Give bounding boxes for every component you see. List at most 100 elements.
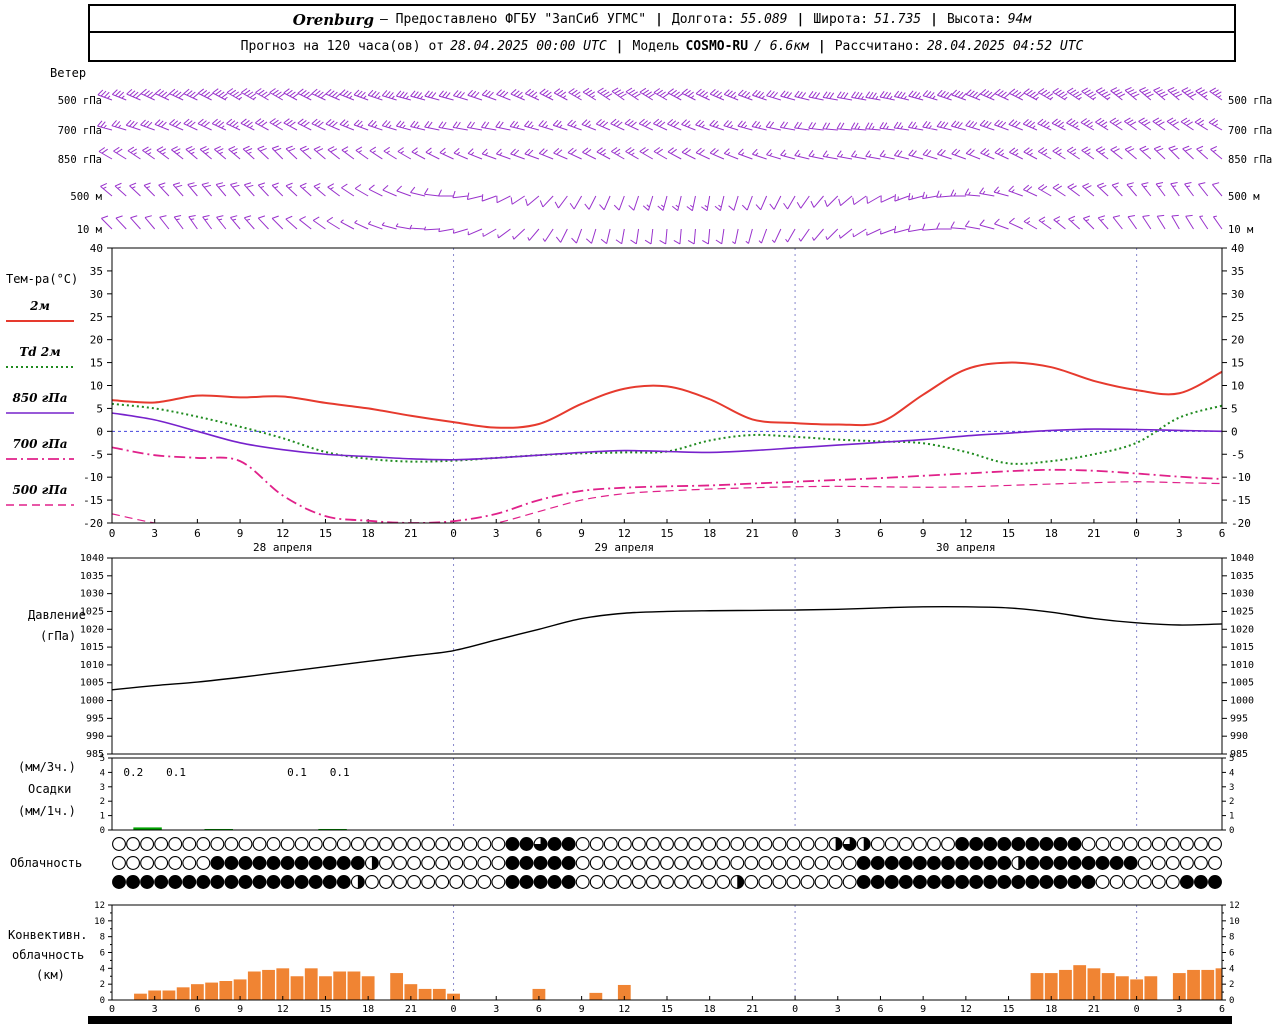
svg-text:20: 20 [90,334,103,347]
wind-level-row-10 м: 10 м 10 м [77,214,1254,245]
svg-text:2: 2 [100,980,105,990]
altitude-label: Высота: [946,12,1002,27]
svg-text:15: 15 [1003,1004,1015,1015]
svg-text:1000: 1000 [1230,696,1254,707]
svg-text:700 гПа: 700 гПа [1228,125,1272,137]
convective-bar [432,988,446,1000]
model-resolution: / 6.6км [754,39,809,54]
svg-text:500 гПа: 500 гПа [1228,95,1272,107]
svg-text:0: 0 [450,527,457,540]
svg-text:25: 25 [90,311,103,324]
svg-text:-15: -15 [1231,494,1251,507]
convective-bar [347,971,361,1000]
calc-label: Рассчитано: [834,39,921,54]
svg-text:-5: -5 [90,448,103,461]
temp-series-850 гПа [112,412,1222,461]
altitude-value: 94м [1007,12,1032,27]
svg-text:20: 20 [1231,334,1244,347]
precip-amount-label: 0.1 [166,766,186,779]
precip-amount-label: 0.1 [287,766,307,779]
conv-panel-title-1: Конвективн. [8,928,88,942]
svg-text:3: 3 [1229,783,1234,793]
svg-text:10: 10 [1229,917,1240,927]
svg-text:985: 985 [86,749,104,760]
convective-bar [276,968,290,1000]
svg-text:0: 0 [1134,1004,1140,1015]
svg-text:500 м: 500 м [1228,191,1260,203]
svg-text:1035: 1035 [80,571,104,582]
svg-text:850 гПа: 850 гПа [58,154,102,166]
svg-text:2м: 2м [29,299,50,313]
convective-bar [219,981,233,1000]
svg-text:2: 2 [100,797,105,807]
svg-text:700 гПа: 700 гПа [58,125,102,137]
convective-bar [1215,968,1222,1000]
convective-bar [162,990,176,1000]
wind-level-row-700 гПа: 700 гПа 700 гПа [58,117,1272,137]
svg-text:2: 2 [1229,797,1234,807]
svg-text:1: 1 [100,812,105,822]
svg-text:1015: 1015 [1230,642,1254,653]
convective-bar [532,988,546,1000]
svg-text:12: 12 [959,527,972,540]
svg-text:8: 8 [100,933,105,943]
run-time: 28.04.2025 00:00 UTC [450,39,607,54]
temp-series-500 гПа [112,481,1222,523]
svg-text:1005: 1005 [80,678,104,689]
temp-panel-title: Тем-ра(°C) [6,272,79,286]
svg-text:6: 6 [100,949,105,959]
convective-bar [304,968,318,1000]
svg-text:12: 12 [1229,901,1240,911]
svg-text:30: 30 [90,288,103,301]
svg-text:29 апреля: 29 апреля [595,541,655,554]
convective-bar [361,976,375,1000]
svg-text:25: 25 [1231,311,1244,324]
svg-text:1035: 1035 [1230,571,1254,582]
svg-text:850 гПа: 850 гПа [1228,154,1272,166]
svg-text:12: 12 [276,527,289,540]
svg-text:9: 9 [237,527,244,540]
svg-text:0: 0 [1229,826,1234,836]
svg-text:-10: -10 [83,471,103,484]
svg-text:6: 6 [1229,949,1234,959]
convective-bar [1187,969,1200,1000]
svg-text:9: 9 [578,527,585,540]
conv-panel-units: (км) [36,968,65,982]
svg-text:5: 5 [1231,402,1238,415]
svg-text:1030: 1030 [1230,589,1254,600]
precip-units-1h: (мм/1ч.) [18,804,76,818]
svg-text:0: 0 [109,527,116,540]
convective-bar [262,969,275,1000]
svg-text:0: 0 [792,527,799,540]
precip-bar [318,828,347,830]
svg-text:1000: 1000 [80,696,104,707]
svg-text:6: 6 [1219,1004,1225,1015]
longitude-value: 55.089 [740,12,788,27]
pressure-panel-units: (гПа) [40,629,77,643]
svg-text:700 гПа: 700 гПа [12,437,67,451]
svg-text:15: 15 [1002,527,1015,540]
header-row-2: Прогноз на 120 часа(ов) от 28.04.2025 00… [88,31,1236,62]
svg-text:9: 9 [579,1004,585,1015]
svg-text:6: 6 [536,1004,542,1015]
svg-text:6: 6 [1219,527,1226,540]
svg-text:18: 18 [1045,527,1058,540]
pressure-line [111,605,1223,691]
lat-label: Широта: [813,12,869,27]
svg-text:10: 10 [94,917,105,927]
svg-text:1040: 1040 [1230,553,1254,564]
svg-text:21: 21 [746,527,759,540]
svg-text:18: 18 [1045,1004,1057,1015]
convective-bar [1073,965,1087,1000]
svg-text:0: 0 [1133,527,1140,540]
calc-time: 28.04.2025 04:52 UTC [926,39,1084,54]
svg-text:0: 0 [100,996,105,1006]
svg-text:-15: -15 [83,494,103,507]
svg-text:0: 0 [451,1004,457,1015]
separator: | [796,12,805,27]
footer-bar [88,1016,1232,1024]
wind-panel-title: Ветер [50,66,87,80]
convective-bar [1101,973,1115,1000]
svg-text:1025: 1025 [80,606,104,617]
